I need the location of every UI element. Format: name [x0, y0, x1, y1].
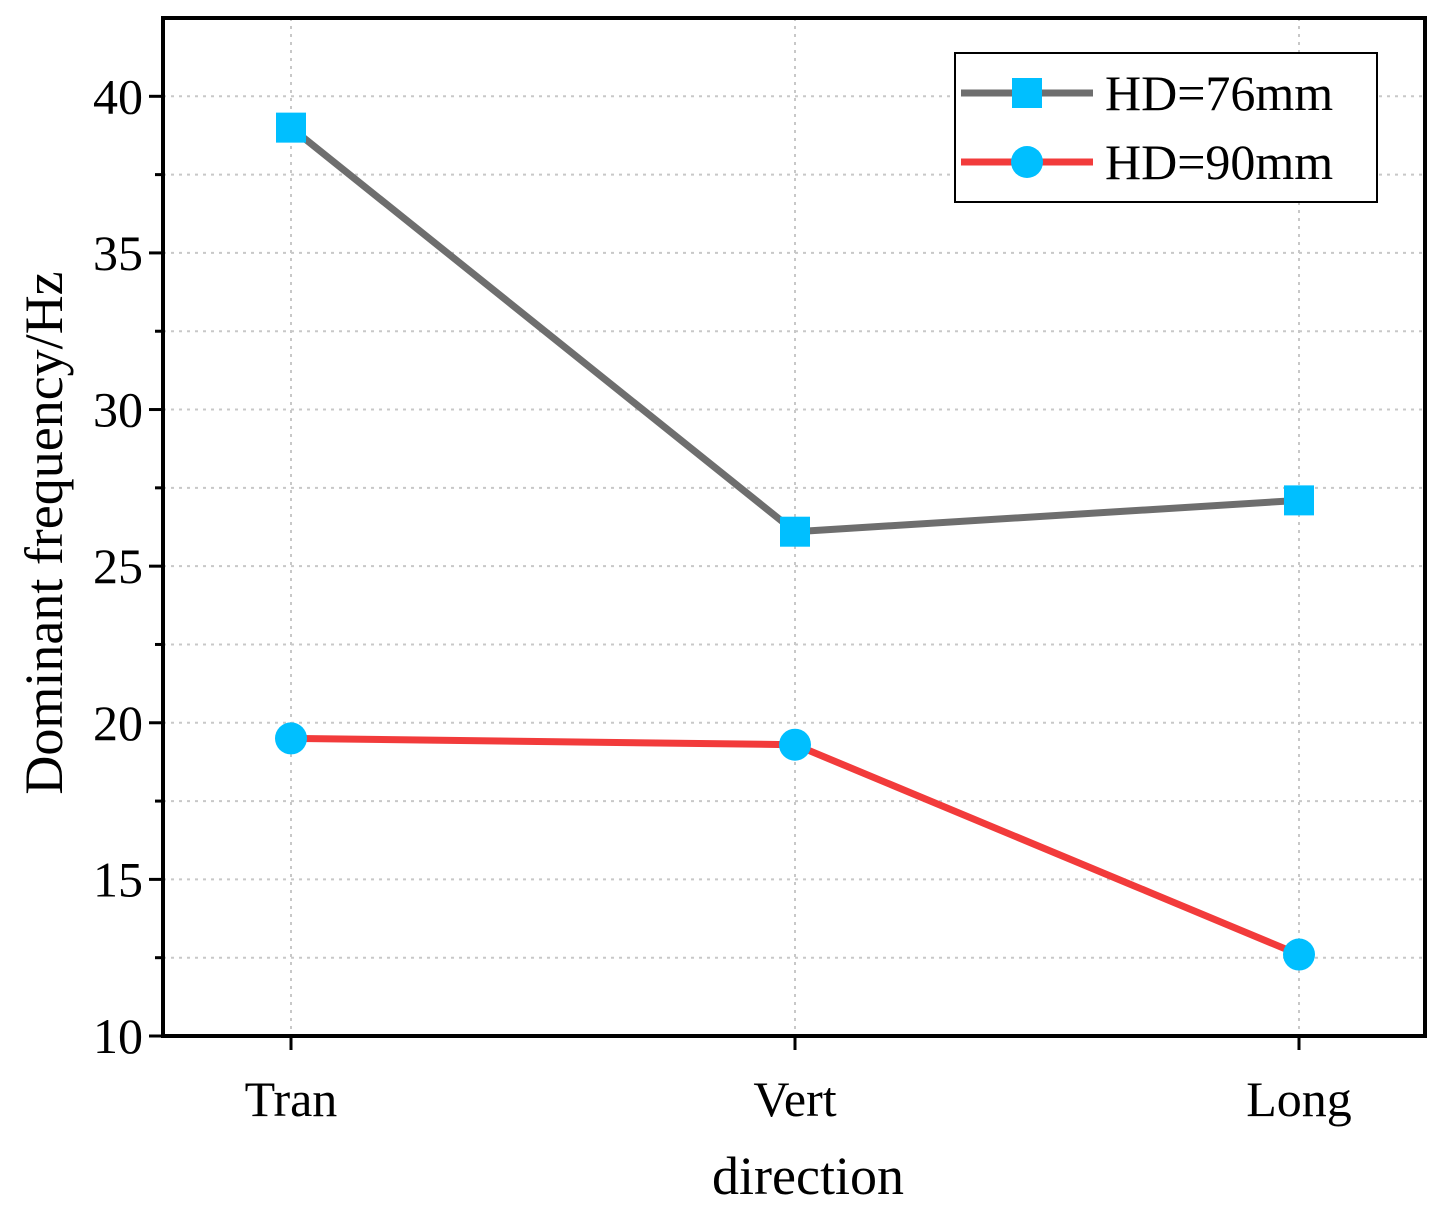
- x-axis-ticks: Tran Vert Long: [245, 1036, 1352, 1127]
- x-tick-label-tran: Tran: [245, 1071, 338, 1127]
- series-layer: [275, 112, 1315, 971]
- data-point-square: [780, 516, 810, 547]
- legend-marker: [1011, 146, 1043, 178]
- y-tick-label: 35: [93, 225, 143, 281]
- y-tick-label: 25: [93, 538, 143, 594]
- y-axis-title: Dominant frequency/Hz: [14, 271, 74, 794]
- data-point-circle: [779, 728, 811, 761]
- series-2: [275, 722, 1315, 971]
- legend-item-2: HD=90mm: [961, 134, 1333, 190]
- x-tick-label-long: Long: [1246, 1071, 1352, 1127]
- y-tick-label: 20: [93, 695, 143, 751]
- y-tick-label: 40: [93, 68, 143, 124]
- legend: HD=76mm HD=90mm: [954, 52, 1378, 203]
- legend-label: HD=76mm: [1105, 65, 1333, 121]
- data-point-circle: [1283, 938, 1315, 971]
- y-tick-label: 10: [93, 1008, 143, 1064]
- y-tick-label: 15: [93, 851, 143, 907]
- x-axis-title: direction: [712, 1146, 904, 1206]
- series-1: [276, 112, 1314, 547]
- data-point-circle: [275, 722, 307, 755]
- y-tick-label: 30: [93, 382, 143, 438]
- legend-item-1: HD=76mm: [961, 65, 1333, 121]
- legend-label: HD=90mm: [1105, 134, 1333, 190]
- plot-frame: [161, 16, 1427, 1038]
- legend-marker: [1012, 78, 1042, 108]
- data-point-square: [276, 112, 306, 143]
- data-point-square: [1284, 485, 1314, 516]
- y-axis-ticks: 10 15 20 25 30 35 40: [93, 68, 163, 1064]
- legend-box: [954, 52, 1378, 203]
- x-tick-label-vert: Vert: [753, 1071, 836, 1127]
